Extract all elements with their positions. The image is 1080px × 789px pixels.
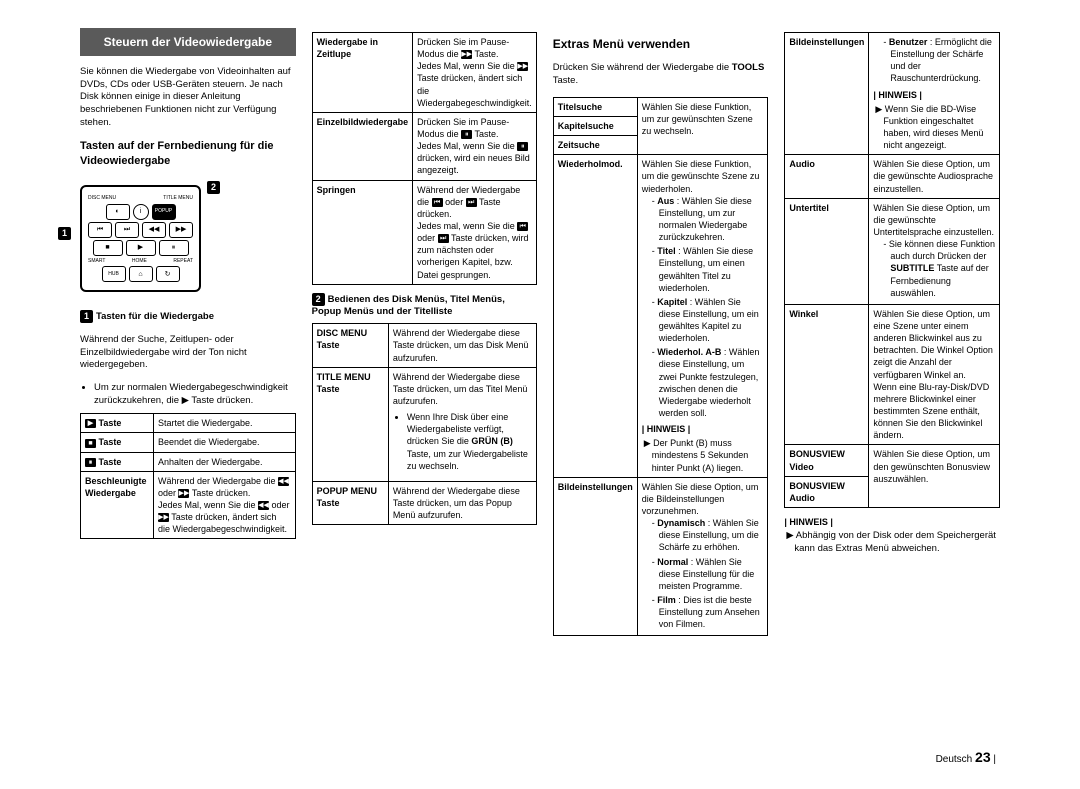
play-btn: ▶ <box>126 240 156 256</box>
row4-val: Während der Wiedergabe die ◀◀ oder ▶▶ Ta… <box>153 471 295 539</box>
fr3l: Winkel <box>785 304 869 445</box>
fr0v: - Benutzer : Ermöglicht die Einstellung … <box>869 33 1000 155</box>
intro-text: Sie können die Wiedergabe von Videoinhal… <box>80 66 296 130</box>
c2r2l: Einzelbildwiedergabe <box>312 112 413 180</box>
mr2l: TITLE MENU Taste <box>312 367 388 481</box>
hinweis-3: | HINWEIS | <box>784 516 1000 528</box>
note-1: ▶ Der Punkt (B) muss mindestens 5 Sekund… <box>642 437 764 473</box>
er2l: Kapitelsuche <box>553 116 637 135</box>
row1-val: Startet die Wiedergabe. <box>153 414 295 433</box>
mr3v: Während der Wiedergabe diese Taste drück… <box>388 481 536 524</box>
p1: Während der Suche, Zeitlupen- oder Einze… <box>80 334 296 372</box>
pause-btn: ⏸ <box>159 240 189 256</box>
remote-subtitle: Tasten auf der Fernbedienung für die Vid… <box>80 139 296 169</box>
smart-btn: HUB <box>102 266 126 282</box>
note-2: ▶ Wenn Sie die BD-Wise Funktion eingesch… <box>873 103 995 152</box>
playback-table: ▶ ▶ TasteTasteStartet die Wiedergabe. ■ … <box>80 413 296 539</box>
ffwd-btn: ▶▶ <box>169 222 193 238</box>
row3-val: Anhalten der Wiedergabe. <box>153 452 295 471</box>
title-menu-label: TITLE MENU <box>163 195 193 202</box>
mr3l: POPUP MENU Taste <box>312 481 388 524</box>
fr1l: Audio <box>785 155 869 198</box>
note-3: ▶ Abhängig von der Disk oder dem Speiche… <box>784 530 1000 556</box>
extras-intro: Drücken Sie während der Wiedergabe die T… <box>553 62 769 88</box>
h2: Bedienen des Disk Menüs, Titel Menüs, Po… <box>312 294 505 318</box>
er4l: Wiederholmod. <box>553 155 637 478</box>
hinweis-1: | HINWEIS | <box>642 423 764 435</box>
repeat-btn: ↻ <box>156 266 180 282</box>
badge-2b: 2 <box>312 293 325 306</box>
extras-title: Extras Menü verwenden <box>553 36 769 52</box>
disc-menu-label: DISC MENU <box>88 195 116 202</box>
fr2l: Untertitel <box>785 198 869 304</box>
hinweis-2: | HINWEIS | <box>873 89 995 101</box>
bullet-1: Um zur normalen Wiedergabegeschwindigkei… <box>94 382 296 408</box>
er5v: Wählen Sie diese Option, um die Bildeins… <box>637 477 768 636</box>
fr2v: Wählen Sie diese Option, um die gewünsch… <box>869 198 1000 304</box>
page-footer: Deutsch 23 | <box>936 749 996 765</box>
remote-diagram: DISC MENU TITLE MENU ◐ i POPUP ⏮ ⏭ ◀◀ ▶▶… <box>80 185 201 293</box>
menu-table: DISC MENU TasteWährend der Wiedergabe di… <box>312 323 537 525</box>
info-btn: i <box>133 204 149 220</box>
fr4v: Wählen Sie diese Option, um den gewünsch… <box>869 445 1000 508</box>
callout-2: 2 <box>207 181 220 194</box>
c2r3l: Springen <box>312 180 413 284</box>
repeat-label: REPEAT <box>173 258 193 265</box>
c2r1v: Drücken Sie im Pause-Modus die ▶▶ Taste.… <box>413 33 537 113</box>
callout-1: 1 <box>58 227 71 240</box>
mr1v: Während der Wiedergabe diese Taste drück… <box>388 324 536 367</box>
er5l: Bildeinstellungen <box>553 477 637 636</box>
mr1l: DISC MENU Taste <box>312 324 388 367</box>
stop-btn: ■ <box>93 240 123 256</box>
fr0l: Bildeinstellungen <box>785 33 869 155</box>
er3l: Zeitsuche <box>553 136 637 155</box>
popup-btn: POPUP <box>152 204 176 220</box>
home-label: HOME <box>132 258 147 265</box>
er1l: Titelsuche <box>553 97 637 116</box>
fr5l: BONUSVIEW Audio <box>785 476 869 507</box>
fr4l: BONUSVIEW Video <box>785 445 869 476</box>
extras-table: TitelsucheWählen Sie diese Funktion, um … <box>553 97 769 637</box>
c2r1l: Wiedergabe in Zeitlupe <box>312 33 413 113</box>
c2r3v: Während der Wiedergabe die ⏮ oder ⏭ Tast… <box>413 180 537 284</box>
er4v: Wählen Sie diese Funktion, um die gewüns… <box>637 155 768 478</box>
er1v: Wählen Sie diese Funktion, um zur gewüns… <box>637 97 768 154</box>
rew-btn: ◀◀ <box>142 222 166 238</box>
prev-btn: ⏮ <box>88 222 112 238</box>
fr3v: Wählen Sie diese Option, um eine Szene u… <box>869 304 1000 445</box>
row2-val: Beendet die Wiedergabe. <box>153 433 295 452</box>
next-btn: ⏭ <box>115 222 139 238</box>
disc-menu-btn: ◐ <box>106 204 130 220</box>
section-title: Steuern der Videowiedergabe <box>80 28 296 56</box>
smart-label: SMART <box>88 258 105 265</box>
fr1v: Wählen Sie diese Option, um die gewünsch… <box>869 155 1000 198</box>
home-btn: ⌂ <box>129 266 153 282</box>
extras-table-2: Bildeinstellungen - Benutzer : Ermöglich… <box>784 32 1000 508</box>
badge-1: 1 <box>80 310 93 323</box>
h1: Tasten für die Wiedergabe <box>96 311 214 322</box>
row4-label: Beschleunigte Wiedergabe <box>81 471 154 539</box>
playback-table-2: Wiedergabe in ZeitlupeDrücken Sie im Pau… <box>312 32 537 285</box>
mr2v: Während der Wiedergabe diese Taste drück… <box>388 367 536 481</box>
c2r2v: Drücken Sie im Pause-Modus die ⏸ Taste.J… <box>413 112 537 180</box>
